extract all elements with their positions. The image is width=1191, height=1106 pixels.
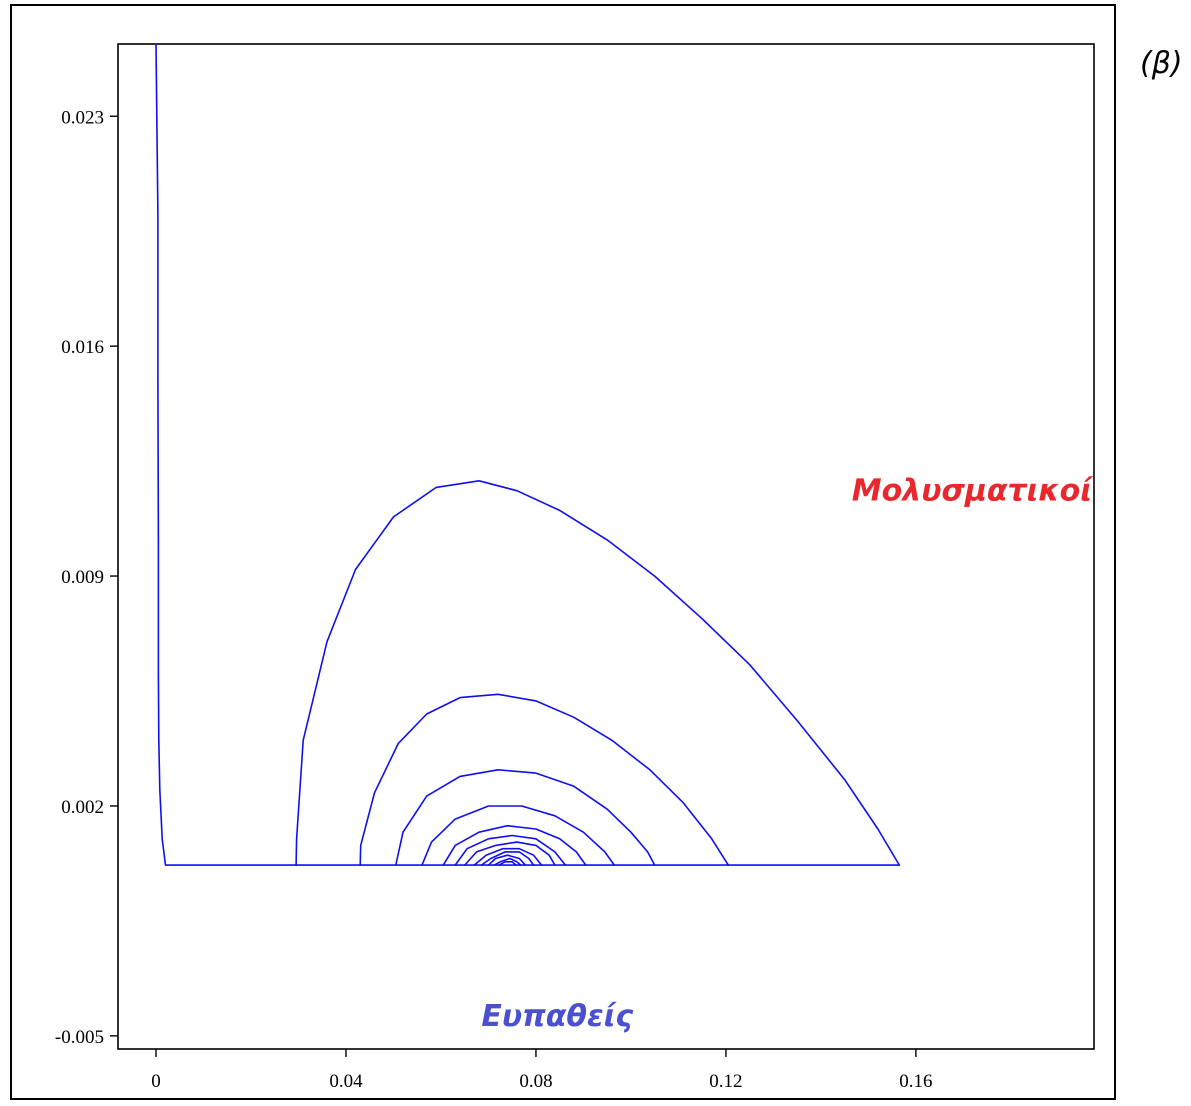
trajectory-line-1 xyxy=(295,479,901,866)
y-tick-label: 0.016 xyxy=(61,337,104,358)
trajectory-line-7 xyxy=(463,841,556,866)
trajectory-line-3 xyxy=(394,768,656,866)
trajectory-line-2 xyxy=(359,693,730,866)
trajectory-line-12 xyxy=(498,860,517,866)
trajectory-line-11 xyxy=(493,857,522,866)
susceptible-label: Ευπαθείς xyxy=(481,999,633,1034)
x-tick-label: 0.16 xyxy=(899,1071,932,1092)
trajectory-line-9 xyxy=(480,851,535,866)
y-tick-label: 0.009 xyxy=(61,567,104,588)
trajectory-line-10 xyxy=(487,854,527,866)
trajectory-line-8 xyxy=(473,847,543,866)
trajectory-line-4 xyxy=(421,805,616,866)
infectious-label: Μολυσματικοί xyxy=(852,474,1095,509)
x-tick-label: 0 xyxy=(151,1071,161,1092)
figure-frame xyxy=(10,4,1116,1100)
trajectory-line-5 xyxy=(442,824,587,866)
trajectory-line-6 xyxy=(454,834,567,866)
panel-label: (β) xyxy=(1140,46,1183,81)
y-tick-label: -0.005 xyxy=(55,1027,104,1048)
x-tick-label: 0.12 xyxy=(709,1071,742,1092)
y-tick-label: 0.002 xyxy=(61,797,104,818)
y-tick-label: 0.023 xyxy=(61,107,104,128)
trajectory-line-0 xyxy=(155,43,901,866)
plot-area xyxy=(117,43,1095,1050)
x-tick-label: 0.04 xyxy=(329,1071,363,1092)
x-tick-label: 0.08 xyxy=(519,1071,552,1092)
